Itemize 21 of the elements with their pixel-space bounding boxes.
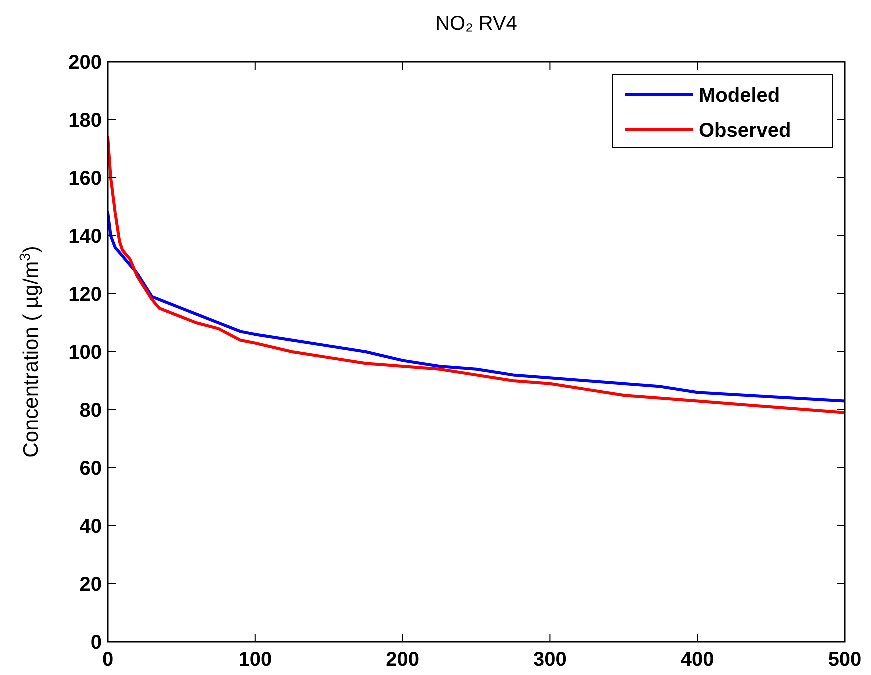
y-tick-label: 200 — [68, 52, 102, 74]
y-tick-label: 0 — [90, 632, 102, 654]
line-series — [108, 136, 845, 414]
y-tick-label: 140 — [68, 226, 102, 248]
y-tick-label: 60 — [80, 458, 102, 480]
x-tick-label: 300 — [534, 649, 567, 671]
y-tick-label: 80 — [80, 400, 102, 422]
legend-label: Modeled — [699, 85, 780, 107]
y-tick-label: 40 — [80, 516, 102, 538]
y-tick-label: 20 — [80, 574, 102, 596]
x-tick-label: 200 — [386, 649, 420, 671]
x-tick-label: 400 — [680, 649, 714, 671]
y-tick-label: 160 — [68, 168, 102, 190]
line-series — [108, 211, 845, 403]
x-tick-label: 500 — [828, 649, 862, 671]
y-tick-label: 180 — [68, 110, 102, 132]
y-tick-label: 120 — [68, 284, 102, 306]
y-tick-label: 100 — [68, 342, 102, 364]
x-tick-label: 100 — [238, 649, 272, 671]
chart-title: NO₂ RV4 — [436, 13, 518, 35]
legend-label: Observed — [699, 120, 792, 142]
